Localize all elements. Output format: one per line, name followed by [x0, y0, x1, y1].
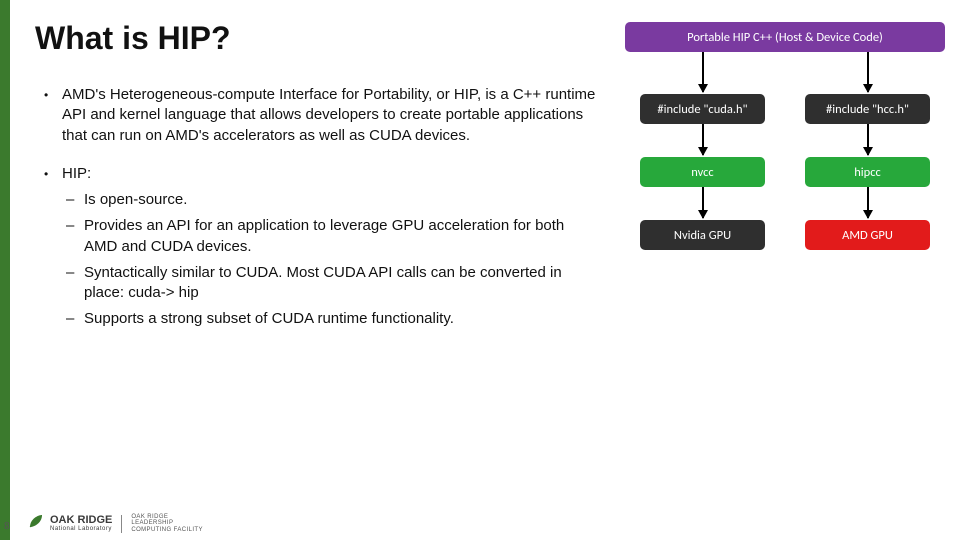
slide-title: What is HIP? [35, 20, 231, 57]
sub-bullet-item: Provides an API for an application to le… [62, 216, 600, 257]
logo-secondary: OAK RIDGE LEADERSHIP COMPUTING FACILITY [131, 514, 203, 534]
sub-bullet-text: Is open-source. [84, 191, 187, 208]
logo-sub-text: National Laboratory [50, 526, 112, 532]
bullet-list-level2: Is open-source. Provides an API for an a… [62, 190, 600, 330]
logo-divider [121, 515, 122, 533]
side-accent-bar [0, 0, 10, 540]
diagram-box-hipcc: hipcc [805, 157, 930, 187]
diagram-box-amd-gpu: AMD GPU [805, 220, 930, 250]
diagram-box-include-cuda: #include "cuda.h" [640, 94, 765, 124]
bullet-text: AMD's Heterogeneous-compute Interface fo… [62, 86, 595, 144]
diagram-box-nvcc: nvcc [640, 157, 765, 187]
sub-bullet-text: Provides an API for an application to le… [84, 217, 564, 254]
sub-bullet-item: Syntactically similar to CUDA. Most CUDA… [62, 263, 600, 304]
sub-bullet-item: Is open-source. [62, 190, 600, 210]
bullet-text: HIP: [62, 165, 91, 182]
diagram-arrow [702, 52, 704, 92]
diagram-arrow [867, 187, 869, 218]
diagram-arrow [702, 187, 704, 218]
leaf-icon [28, 513, 44, 534]
diagram-box-top: Portable HIP C++ (Host & Device Code) [625, 22, 945, 52]
footer-logo: OAK RIDGE National Laboratory OAK RIDGE … [28, 513, 203, 534]
bullet-item: AMD's Heterogeneous-compute Interface fo… [40, 85, 600, 146]
logo-right-l3: COMPUTING FACILITY [131, 527, 203, 533]
diagram-arrow [867, 124, 869, 155]
logo-main-text: OAK RIDGE [50, 514, 112, 526]
diagram-box-nvidia-gpu: Nvidia GPU [640, 220, 765, 250]
sub-bullet-text: Supports a strong subset of CUDA runtime… [84, 310, 454, 327]
logo-right-l1: OAK RIDGE [131, 514, 168, 520]
diagram-arrow [702, 124, 704, 155]
logo-primary: OAK RIDGE National Laboratory [50, 515, 112, 532]
bullet-list-level1: AMD's Heterogeneous-compute Interface fo… [40, 85, 600, 330]
sub-bullet-item: Supports a strong subset of CUDA runtime… [62, 309, 600, 329]
sub-bullet-text: Syntactically similar to CUDA. Most CUDA… [84, 264, 562, 301]
diagram-arrow [867, 52, 869, 92]
hip-flow-diagram: Portable HIP C++ (Host & Device Code) #i… [625, 22, 945, 282]
slide-body: AMD's Heterogeneous-compute Interface fo… [40, 85, 600, 348]
page-number: 8 [4, 521, 10, 532]
bullet-item: HIP: Is open-source. Provides an API for… [40, 164, 600, 330]
diagram-box-include-hcc: #include "hcc.h" [805, 94, 930, 124]
logo-right-l2: LEADERSHIP [131, 520, 173, 526]
